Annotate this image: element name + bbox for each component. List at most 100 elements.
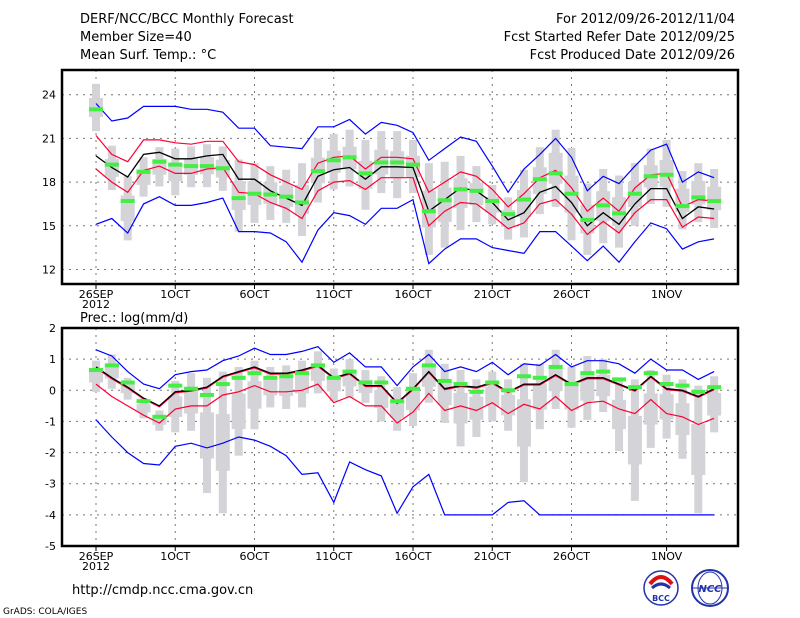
grads-credit: GrADS: COLA/IGES bbox=[3, 607, 87, 617]
median-mark bbox=[295, 200, 310, 205]
box-bar bbox=[390, 400, 405, 418]
precip-label: Prec.: log(mm/d) bbox=[80, 311, 188, 326]
median-mark bbox=[627, 385, 642, 390]
median-mark bbox=[374, 380, 389, 385]
spread-upper-line bbox=[95, 365, 715, 408]
box-bar bbox=[564, 385, 579, 410]
y-tick-label: -4 bbox=[45, 509, 56, 522]
spread-lower-line bbox=[95, 165, 715, 236]
median-mark bbox=[136, 399, 151, 404]
box-bar bbox=[675, 403, 690, 435]
median-mark bbox=[437, 198, 452, 203]
median-mark bbox=[310, 363, 325, 368]
median-mark bbox=[707, 385, 722, 390]
median-mark bbox=[453, 382, 468, 387]
y-tick-label: 1 bbox=[49, 353, 56, 366]
median-mark bbox=[390, 399, 405, 404]
produced-date: Fcst Produced Date 2012/09/26 bbox=[530, 48, 735, 63]
median-mark bbox=[231, 196, 246, 201]
median-mark bbox=[421, 209, 436, 214]
median-mark bbox=[564, 382, 579, 387]
mean-line bbox=[95, 364, 715, 407]
box-bar bbox=[516, 399, 531, 447]
median-mark bbox=[168, 162, 183, 167]
y-tick-label: 18 bbox=[42, 176, 56, 189]
box-bar bbox=[279, 378, 294, 396]
median-mark bbox=[643, 371, 658, 376]
min-line bbox=[95, 196, 715, 265]
median-mark bbox=[279, 374, 294, 379]
box-bar bbox=[453, 178, 468, 208]
box-bar bbox=[326, 378, 341, 392]
box-bar bbox=[263, 379, 278, 396]
y-tick-label: 2 bbox=[49, 322, 56, 335]
median-mark bbox=[612, 377, 627, 382]
ncc-logo: NCC bbox=[691, 569, 729, 607]
median-mark bbox=[263, 375, 278, 380]
median-mark bbox=[612, 211, 627, 216]
x-tick-label: 1OCT bbox=[160, 288, 190, 301]
box-bar bbox=[469, 182, 484, 206]
box-bar bbox=[231, 393, 246, 430]
box-bar bbox=[707, 186, 722, 211]
median-mark bbox=[643, 174, 658, 179]
x-tick-label: 6OCT bbox=[239, 288, 269, 301]
median-mark bbox=[326, 375, 341, 380]
y-tick-label: -1 bbox=[45, 415, 56, 428]
median-mark bbox=[532, 177, 547, 182]
box-bar bbox=[469, 396, 484, 420]
chart-title: DERF/NCC/BCC Monthly Forecast bbox=[80, 12, 294, 27]
median-mark bbox=[231, 375, 246, 380]
x-tick-label: 26OCT bbox=[553, 288, 590, 301]
median-mark bbox=[390, 160, 405, 165]
year-label: 2012 bbox=[82, 298, 110, 311]
median-mark bbox=[104, 363, 119, 368]
y-tick-label: 12 bbox=[42, 263, 56, 276]
median-mark bbox=[659, 382, 674, 387]
median-mark bbox=[342, 369, 357, 374]
box-bar bbox=[184, 390, 199, 414]
median-mark bbox=[215, 166, 230, 171]
median-mark bbox=[453, 187, 468, 192]
box-bar bbox=[152, 416, 167, 425]
box-bar bbox=[168, 162, 183, 182]
median-mark bbox=[215, 382, 230, 387]
footer-url: http://cmdp.ncc.cma.gov.cn bbox=[72, 583, 253, 598]
variable-label: Mean Surf. Temp.: °C bbox=[80, 48, 216, 63]
median-mark bbox=[691, 389, 706, 394]
max-line bbox=[95, 346, 715, 390]
median-mark bbox=[263, 192, 278, 197]
median-mark bbox=[596, 203, 611, 208]
median-mark bbox=[326, 158, 341, 163]
median-mark bbox=[374, 160, 389, 165]
y-tick-label: 15 bbox=[42, 220, 56, 233]
svg-text:NCC: NCC bbox=[698, 584, 722, 595]
member-size: Member Size=40 bbox=[80, 30, 192, 45]
box-bar bbox=[691, 423, 706, 475]
box-bar bbox=[501, 394, 516, 416]
median-mark bbox=[627, 191, 642, 196]
median-mark bbox=[295, 371, 310, 376]
median-mark bbox=[120, 380, 135, 385]
median-mark bbox=[279, 194, 294, 199]
median-mark bbox=[548, 364, 563, 369]
median-mark bbox=[199, 392, 214, 397]
box-bar bbox=[627, 415, 642, 465]
svg-text:BCC: BCC bbox=[652, 594, 670, 603]
median-mark bbox=[532, 375, 547, 380]
x-tick-label: 1OCT bbox=[160, 550, 190, 563]
median-mark bbox=[675, 204, 690, 209]
median-mark bbox=[485, 380, 500, 385]
box-bar bbox=[659, 393, 674, 420]
x-tick-label: 26SEP bbox=[79, 288, 114, 301]
median-mark bbox=[469, 389, 484, 394]
x-tick-label: 26SEP bbox=[79, 550, 114, 563]
median-mark bbox=[596, 369, 611, 374]
y-tick-label: -3 bbox=[45, 478, 56, 491]
median-mark bbox=[152, 414, 167, 419]
temperature-panel: 12 15 18 21 24 26SEP 1OCT 6OCT 11OCT 16OCT 21OCT 26… bbox=[42, 68, 740, 311]
plot-frame bbox=[60, 326, 740, 548]
box-bar bbox=[295, 185, 310, 215]
median-mark bbox=[342, 155, 357, 160]
